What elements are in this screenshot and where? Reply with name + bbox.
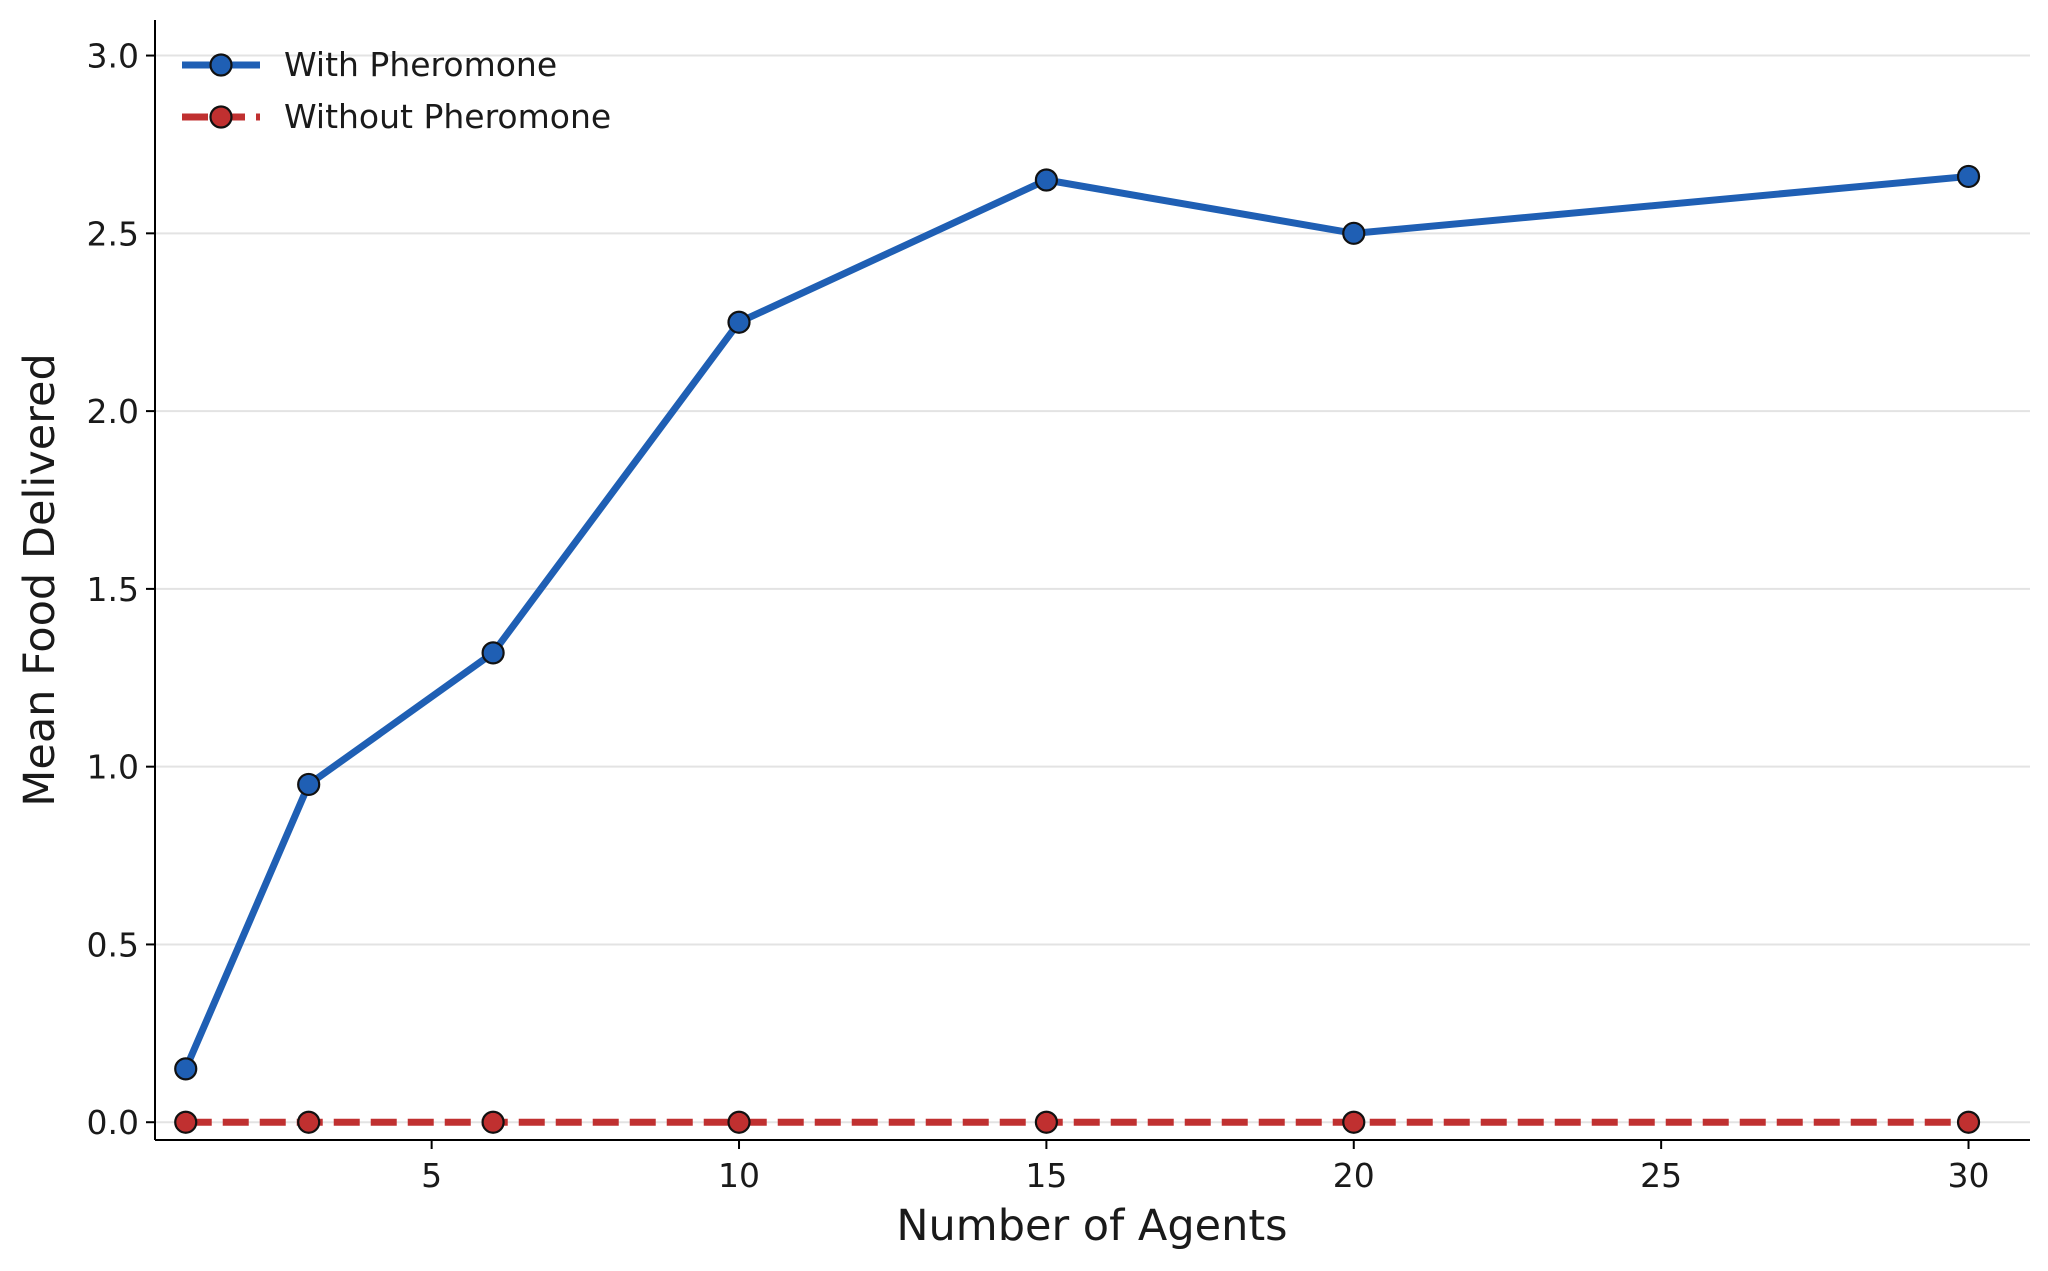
legend-marker: [209, 105, 233, 129]
series-line-with-pheromone: [182, 172, 1969, 1071]
data-point-with-pheromone: [297, 772, 321, 797]
x-tick-label: 20: [1333, 1156, 1375, 1195]
tick-labels: 0.0 0.5 1.0 1.5 2.0 2.5 3.0 5 10 15 20 25 30: [87, 37, 1990, 1195]
x-tick-label: 30: [1948, 1156, 1990, 1195]
legend-marker: [209, 53, 233, 77]
x-axis-title: Number of Agents: [896, 1201, 1287, 1251]
legend: With Pheromone Without Pheromone: [182, 45, 611, 136]
y-tick-label: 1.5: [87, 570, 139, 609]
data-point-with-pheromone: [1034, 168, 1058, 192]
y-tick-label: 2.5: [87, 214, 139, 253]
data-point-without-pheromone: [481, 1110, 505, 1134]
y-tick-label: 0.5: [87, 925, 139, 964]
data-point-with-pheromone: [174, 1057, 198, 1081]
data-point-with-pheromone: [727, 310, 751, 334]
data-point-without-pheromone: [174, 1110, 198, 1134]
data-point-with-pheromone: [481, 641, 505, 665]
data-point-without-pheromone: [1034, 1110, 1058, 1134]
x-tick-label: 25: [1640, 1156, 1682, 1195]
y-tick-label: 3.0: [87, 37, 139, 76]
x-tick-label: 10: [718, 1156, 760, 1195]
axes: [154, 20, 2030, 1141]
x-tick-label: 5: [421, 1156, 442, 1195]
data-point-without-pheromone: [1342, 1110, 1366, 1134]
y-tick-label: 0.0: [87, 1103, 139, 1142]
series-layer: [174, 164, 1981, 1134]
y-tick-label: 1.0: [87, 748, 139, 787]
data-point-with-pheromone: [1342, 221, 1366, 245]
data-point-without-pheromone: [297, 1110, 321, 1134]
data-point-without-pheromone: [1956, 1110, 1981, 1134]
data-point-with-pheromone: [1956, 164, 1981, 189]
x-tick-label: 15: [1025, 1156, 1067, 1195]
data-point-without-pheromone: [727, 1110, 751, 1134]
legend-label: Without Pheromone: [284, 97, 611, 136]
y-axis-title: Mean Food Delivered: [15, 353, 65, 806]
legend-label: With Pheromone: [284, 45, 557, 84]
y-tick-label: 2.0: [87, 392, 139, 431]
grid-lines: [155, 54, 2030, 1124]
